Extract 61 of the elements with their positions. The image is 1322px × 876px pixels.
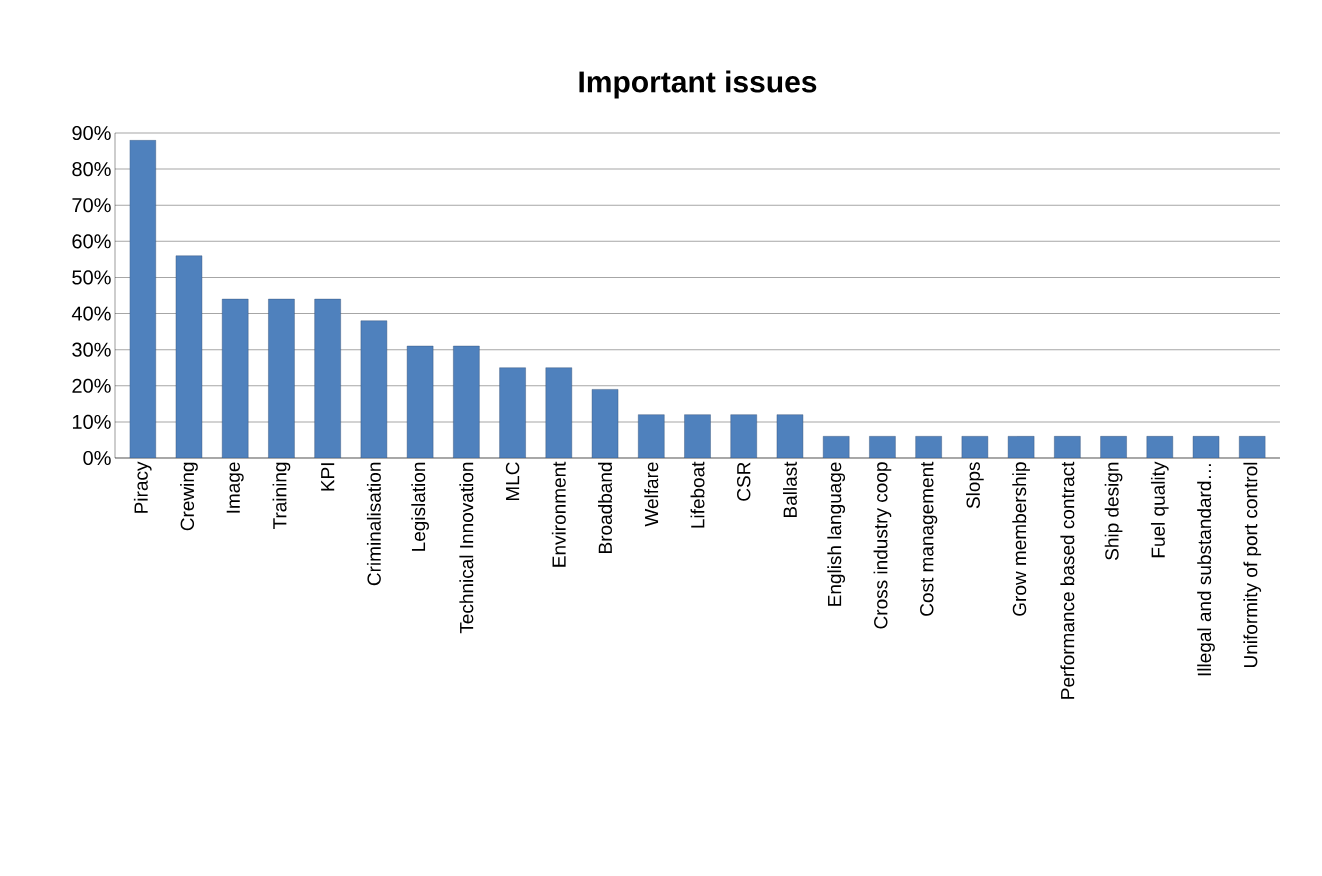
x-tick-label: Piracy xyxy=(133,461,152,513)
y-tick-label: 10% xyxy=(72,414,111,429)
bar xyxy=(776,414,804,458)
bar xyxy=(406,345,434,458)
x-tick-label: Illegal and substandard… xyxy=(1197,464,1215,676)
x-tick-label: Uniformity of port control xyxy=(1243,462,1262,668)
bar xyxy=(222,298,249,458)
bar xyxy=(499,367,526,458)
x-tick-label: Crewing xyxy=(180,462,198,531)
x-tick-label: Legislation xyxy=(411,462,429,551)
x-tick-label: KPI xyxy=(321,463,335,491)
x-tick-label: Training xyxy=(272,462,291,530)
x-tick-label: Image xyxy=(226,462,244,513)
bar xyxy=(129,140,156,458)
bar xyxy=(268,298,295,458)
x-tick-label: English language xyxy=(827,462,846,606)
x-tick-label: Technical Innovation xyxy=(459,462,474,634)
bar xyxy=(1007,436,1035,458)
bar xyxy=(869,436,896,458)
x-tick-label: Criminalisation xyxy=(366,462,381,586)
bar xyxy=(591,389,619,458)
bar xyxy=(638,414,665,458)
y-tick-label: 40% xyxy=(71,306,111,321)
x-tick-label: Slops xyxy=(966,462,984,509)
x-tick-label: Performance based contract xyxy=(1060,461,1075,699)
bar xyxy=(1192,436,1220,458)
bar xyxy=(453,345,480,458)
bar xyxy=(684,414,711,458)
bar xyxy=(314,298,341,458)
x-tick-label: Ship design xyxy=(1104,462,1123,560)
bar xyxy=(730,414,757,458)
y-tick-label: 50% xyxy=(72,270,111,285)
bar xyxy=(822,436,850,458)
x-tick-label: Fuel quality xyxy=(1150,461,1169,558)
y-tick-label: 80% xyxy=(72,162,111,177)
y-tick-label: 0% xyxy=(83,450,111,466)
bar xyxy=(175,255,203,458)
x-tick-label: Cost management xyxy=(920,461,938,616)
x-tick-label: Grow membership xyxy=(1012,462,1030,616)
chart-title: Important issues xyxy=(579,70,817,99)
x-tick-label: Broadband xyxy=(598,462,613,553)
y-tick-label: 60% xyxy=(72,234,111,249)
bar xyxy=(360,320,388,458)
bar xyxy=(1054,436,1081,458)
x-tick-label: Ballast xyxy=(782,461,797,518)
bar xyxy=(1100,436,1127,458)
y-tick-label: 30% xyxy=(72,342,111,357)
x-tick-label: Environment xyxy=(551,461,566,567)
x-tick-label: CSR xyxy=(737,462,751,501)
bar xyxy=(545,367,573,458)
bar xyxy=(1146,436,1173,458)
bar xyxy=(961,436,989,458)
bar xyxy=(915,436,942,458)
y-tick-label: 90% xyxy=(72,125,111,141)
x-tick-label: Lifeboat xyxy=(690,461,705,528)
bar xyxy=(1239,436,1266,458)
y-tick-label: 20% xyxy=(72,378,111,393)
y-tick-label: 70% xyxy=(72,198,111,213)
x-tick-label: MLC xyxy=(505,462,520,501)
x-tick-label: Welfare xyxy=(644,462,659,527)
x-tick-label: Cross industry coop xyxy=(873,462,892,629)
